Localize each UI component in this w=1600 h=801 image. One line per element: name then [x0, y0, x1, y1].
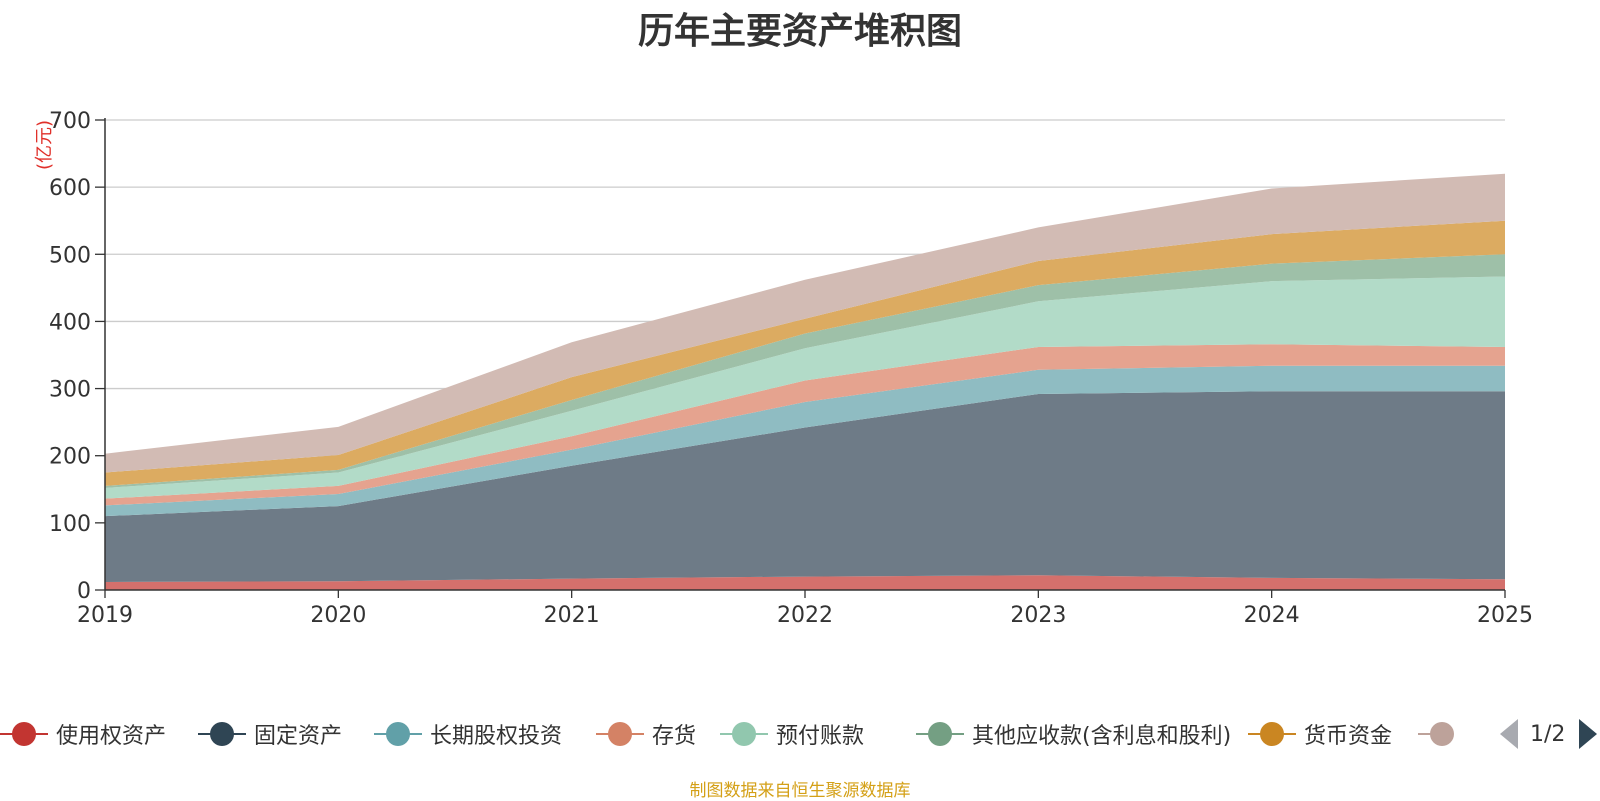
legend-pager: 1/2: [1500, 716, 1598, 752]
legend-label: 长期股权投资: [430, 724, 563, 749]
y-tick-label: 300: [49, 378, 91, 403]
legend-item-inventory[interactable]: 存货: [596, 714, 696, 754]
area-series-other: [105, 173, 1505, 473]
axes: 0 100 200 300 400 500 600 700 2019 2020 2021 2022 20…: [49, 109, 1533, 628]
legend-marker-icon: [0, 721, 48, 747]
area-series-存货: [105, 344, 1505, 506]
next-page-icon[interactable]: [1579, 719, 1598, 749]
legend-item-right-of-use-assets[interactable]: 使用权资产: [0, 714, 166, 754]
legend-item-fixed-assets[interactable]: 固定资产: [198, 714, 342, 754]
area-series-固定资产: [105, 391, 1505, 582]
legend-marker-icon: [596, 721, 644, 747]
legend-marker-icon: [916, 721, 964, 747]
y-tick-label: 400: [49, 310, 91, 335]
legend-item-prepayments[interactable]: 预付账款: [720, 714, 864, 754]
x-tick-label: 2020: [310, 603, 366, 628]
y-tick-label: 500: [49, 243, 91, 268]
legend: 使用权资产 固定资产 长期股权投资 存货 预付账款 其他应收款(含利息和股利) …: [0, 714, 1600, 754]
area-series-其他应收款(含利息和股利): [105, 254, 1505, 488]
legend-marker-icon: [1248, 721, 1296, 747]
legend-label: 固定资产: [254, 724, 343, 749]
legend-page-indicator: 1/2: [1530, 721, 1566, 747]
y-tick-label: 600: [49, 176, 91, 201]
legend-marker-icon: [198, 721, 246, 747]
x-tick-label: 2025: [1477, 603, 1533, 628]
legend-label: 存货: [652, 724, 697, 749]
x-tick-label: 2021: [544, 603, 600, 628]
legend-marker-icon: [374, 721, 422, 747]
legend-label: 预付账款: [776, 724, 865, 749]
x-tick-label: 2024: [1244, 603, 1300, 628]
y-axis-unit: (亿元): [34, 119, 55, 170]
area-series-使用权资产: [105, 575, 1505, 590]
x-tick-label: 2023: [1010, 603, 1066, 628]
legend-item-cash[interactable]: 货币资金: [1248, 714, 1392, 754]
y-tick-label: 700: [49, 109, 91, 134]
legend-label: 使用权资产: [56, 724, 167, 749]
legend-marker-icon: [720, 721, 768, 747]
prev-page-icon[interactable]: [1500, 719, 1518, 749]
x-tick-label: 2022: [777, 603, 833, 628]
area-series: [105, 173, 1505, 590]
area-series-货币资金: [105, 220, 1505, 486]
legend-item-long-term-equity-investment[interactable]: 长期股权投资: [374, 714, 562, 754]
y-tick-label: 0: [77, 579, 91, 604]
area-series-长期股权投资: [105, 365, 1505, 517]
data-source-note: 制图数据来自恒生聚源数据库: [689, 781, 911, 801]
y-tick-label: 200: [49, 445, 91, 470]
x-tick-label: 2019: [77, 603, 133, 628]
legend-label: 货币资金: [1304, 724, 1393, 749]
legend-label: 其他应收款(含利息和股利): [972, 724, 1232, 749]
legend-item-truncated[interactable]: [1418, 714, 1456, 754]
legend-marker-icon: [1418, 721, 1454, 747]
chart-title: 历年主要资产堆积图: [637, 11, 962, 52]
area-series-预付账款: [105, 276, 1505, 499]
y-tick-label: 100: [49, 512, 91, 537]
legend-item-other-receivables[interactable]: 其他应收款(含利息和股利): [916, 714, 1231, 754]
